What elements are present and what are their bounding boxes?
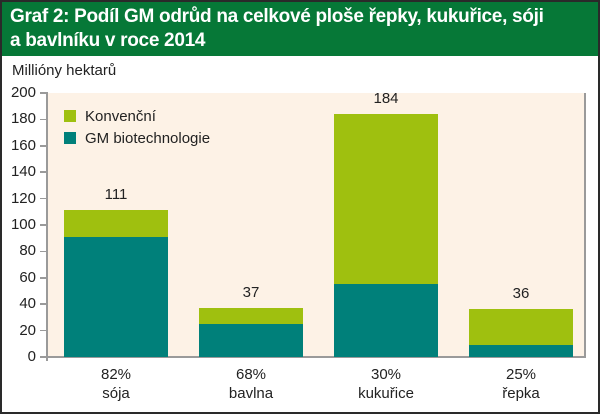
bar-total-label: 111 <box>104 186 128 204</box>
category-name: sója <box>102 385 130 402</box>
legend-label: GM biotechnologie <box>85 129 211 147</box>
bar-total-label: 36 <box>512 285 530 303</box>
bar-segment-konvencni <box>64 210 168 237</box>
category-name: bavlna <box>228 385 274 402</box>
bar-segment-konvencni <box>199 308 303 324</box>
bar-segment-gm <box>199 323 303 357</box>
y-tick-mark <box>40 171 48 173</box>
y-tick-label: 200 <box>10 84 36 101</box>
y-tick-label: 0 <box>27 348 36 365</box>
bar-segment-gm <box>469 345 573 357</box>
category-percent: 68% <box>235 366 267 383</box>
category-name: řepka <box>502 385 540 402</box>
legend-label: Konvenční <box>85 107 156 125</box>
bar-segment-konvencni <box>334 114 438 285</box>
y-tick-label: 120 <box>10 189 36 207</box>
y-axis-label: Millióny hektarů <box>12 62 117 79</box>
bar-kukurice <box>334 114 438 357</box>
y-tick-label: 60 <box>19 268 36 286</box>
chart-title-line2: a bavlníku v roce 2014 <box>10 30 206 51</box>
y-tick-label: 20 <box>19 321 36 339</box>
y-tick-label: 80 <box>19 242 36 260</box>
y-axis-line <box>46 93 48 361</box>
legend-item-gm: GM biotechnologie <box>64 127 210 149</box>
x-category-repka: 25% řepka <box>456 365 586 403</box>
bar-repka <box>469 309 573 357</box>
legend-item-konvencni: Konvenční <box>64 105 210 127</box>
bar-total-label: 184 <box>373 90 399 108</box>
x-category-kukurice: 30% kukuřice <box>321 365 451 403</box>
y-tick-label: 160 <box>10 136 36 154</box>
x-category-soja: 82% sója <box>51 365 181 403</box>
chart-title: Graf 2: Podíl GM odrůd na celkové ploše … <box>2 2 598 56</box>
category-percent: 30% <box>370 366 402 383</box>
bar-segment-gm <box>334 284 438 357</box>
bar-soja <box>64 210 168 357</box>
x-axis-line <box>40 356 586 358</box>
y-tick-mark <box>40 197 48 200</box>
bar-segment-konvencni <box>469 309 573 346</box>
x-category-bavlna: 68% bavlna <box>186 365 316 403</box>
bar-bavlna <box>199 308 303 357</box>
y-tick-label: 180 <box>10 110 36 128</box>
y-tick-label: 140 <box>10 163 36 181</box>
legend-swatch-gm <box>64 132 76 144</box>
y-tick-mark <box>40 118 48 121</box>
y-tick-mark <box>40 250 48 253</box>
y-tick-mark <box>40 277 48 279</box>
y-tick-mark <box>40 356 48 358</box>
legend: Konvenční GM biotechnologie <box>64 105 210 149</box>
category-percent: 25% <box>505 366 537 383</box>
legend-swatch-konvencni <box>64 110 76 122</box>
y-tick-mark <box>40 329 48 332</box>
y-tick-mark <box>40 92 48 94</box>
bar-segment-gm <box>64 236 168 357</box>
chart-title-line1: Graf 2: Podíl GM odrůd na celkové ploše … <box>10 6 544 27</box>
y-tick-label: 100 <box>10 216 36 233</box>
category-name: kukuřice <box>358 385 414 402</box>
y-tick-mark <box>40 303 48 305</box>
y-tick-label: 40 <box>19 295 36 313</box>
y-tick-mark <box>40 224 48 226</box>
category-percent: 82% <box>100 366 132 383</box>
y-tick-mark <box>40 145 48 147</box>
bar-total-label: 37 <box>242 284 260 302</box>
